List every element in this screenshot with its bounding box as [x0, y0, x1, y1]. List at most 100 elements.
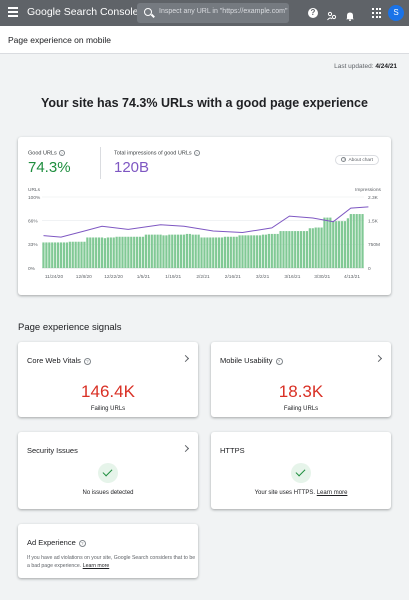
chart-bar [226, 236, 229, 268]
search-input[interactable]: Inspect any URL in "https://example.com" [137, 3, 289, 23]
impressions-label: Total impressions of good URLs [114, 150, 192, 157]
chart-bar [159, 234, 162, 268]
chart-bar [203, 237, 206, 268]
section-title: Page experience signals [18, 322, 122, 333]
chart-bar [59, 242, 63, 268]
help-icon[interactable]: ? [58, 150, 65, 156]
x-tick-label: 2/2/21 [196, 274, 210, 280]
chart-bar [215, 237, 218, 268]
page-title: Page experience on mobile [8, 35, 112, 45]
avatar[interactable]: S [388, 5, 404, 21]
chevron-right-icon[interactable] [374, 354, 383, 363]
chart-bar [147, 234, 150, 268]
chart-bar [162, 235, 165, 268]
chart-bar [358, 214, 361, 268]
chart-bar [261, 234, 265, 268]
chart-bar [297, 231, 300, 268]
chart-bar [294, 231, 297, 268]
bell-icon[interactable] [345, 8, 355, 22]
chart-bar [188, 233, 191, 268]
help-icon[interactable]: ? [193, 150, 200, 156]
mobile-usability-title: Mobile Usability [220, 356, 273, 365]
chart-bar [112, 237, 115, 268]
page-header: Page experience on mobile [0, 26, 409, 54]
chart-bar [212, 237, 215, 268]
about-chart-button[interactable]: ? About chart [335, 155, 379, 165]
chart-bar [124, 236, 127, 268]
security-issues-card[interactable]: Security Issues No issues detected [18, 432, 198, 509]
chart-bar [156, 234, 159, 268]
core-web-vitals-card[interactable]: Core Web Vitals? 146.4K Failing URLs [18, 342, 198, 417]
help-icon[interactable]: ? [275, 357, 283, 365]
right-tick-label: 0 [368, 266, 371, 272]
security-issues-title: Security Issues [27, 446, 78, 455]
chart-bar [106, 237, 109, 268]
core-web-vitals-title: Core Web Vitals [27, 356, 81, 365]
chart-bar [71, 241, 74, 268]
help-icon: ? [341, 157, 347, 163]
card-title: Core Web Vitals? [27, 356, 91, 365]
chart-bar [62, 242, 66, 268]
check-icon [291, 463, 311, 483]
chart-bar [343, 221, 347, 268]
x-tick-label: 3/30/21 [314, 274, 330, 280]
chart-bar [136, 236, 139, 268]
chart-bar [68, 241, 71, 268]
help-icon[interactable]: ? [308, 8, 318, 18]
chart-bar [326, 217, 329, 268]
x-tick-label: 1/19/21 [165, 274, 181, 280]
chart-bar [144, 234, 148, 268]
chart-bar [77, 241, 80, 268]
chart-bar [121, 236, 124, 268]
people-icon[interactable] [327, 8, 337, 21]
chart-bar [42, 242, 45, 268]
chart-bar [109, 237, 112, 268]
chart-bar [179, 234, 183, 268]
chart-bar [194, 234, 197, 268]
chart-bar [305, 231, 309, 268]
chart-bar [133, 236, 136, 268]
x-tick-label: 2/16/21 [225, 274, 241, 280]
chart-bar [200, 237, 203, 268]
left-tick-label: 0% [28, 266, 36, 272]
search-placeholder: Inspect any URL in "https://example.com" [159, 8, 288, 15]
ad-experience-title: Ad Experience [27, 538, 76, 547]
learn-more-link[interactable]: Learn more [82, 563, 110, 569]
good-urls-metric-label: Good URLs? [28, 150, 65, 156]
chart-bar [89, 237, 92, 268]
help-icon[interactable]: ? [78, 539, 86, 547]
good-urls-label: Good URLs [28, 150, 57, 157]
chart-bar [48, 242, 51, 268]
chart-bar [346, 218, 350, 268]
mobile-usability-card[interactable]: Mobile Usability? 18.3K Failing URLs [211, 342, 391, 417]
chart-bar [256, 235, 259, 268]
chart-bar [311, 228, 314, 268]
chevron-right-icon[interactable] [181, 354, 190, 363]
last-updated-label: Last updated: [334, 63, 374, 70]
chart-bar [323, 217, 326, 268]
chart-bar [174, 234, 177, 268]
https-text-line: Your site uses HTTPS. Learn more [211, 490, 391, 496]
last-updated: Last updated: 4/24/21 [334, 63, 397, 70]
apps-icon[interactable] [372, 8, 382, 18]
mobile-usability-sub: Failing URLs [283, 406, 319, 412]
chart-bar [329, 217, 332, 268]
help-icon[interactable]: ? [83, 357, 91, 365]
chart-bar [74, 241, 77, 268]
x-tick-label: 12/8/20 [76, 274, 92, 280]
app-title[interactable]: Google Search Console [27, 6, 139, 18]
card-title: Mobile Usability? [220, 356, 283, 365]
menu-icon[interactable] [8, 7, 18, 19]
x-tick-label: 11/24/20 [45, 274, 64, 280]
chart-bar [56, 242, 60, 268]
chart-bar [220, 237, 224, 268]
chart-bar [191, 234, 194, 268]
left-tick-label: 33% [28, 242, 38, 248]
learn-more-link[interactable]: Learn more [316, 490, 348, 496]
chevron-right-icon[interactable] [181, 444, 190, 453]
chart-bar [253, 235, 256, 268]
chart-bar [51, 242, 54, 268]
x-tick-label: 3/16/21 [284, 274, 300, 280]
right-tick-label: 750M [368, 242, 380, 248]
chart-bar [54, 242, 57, 268]
